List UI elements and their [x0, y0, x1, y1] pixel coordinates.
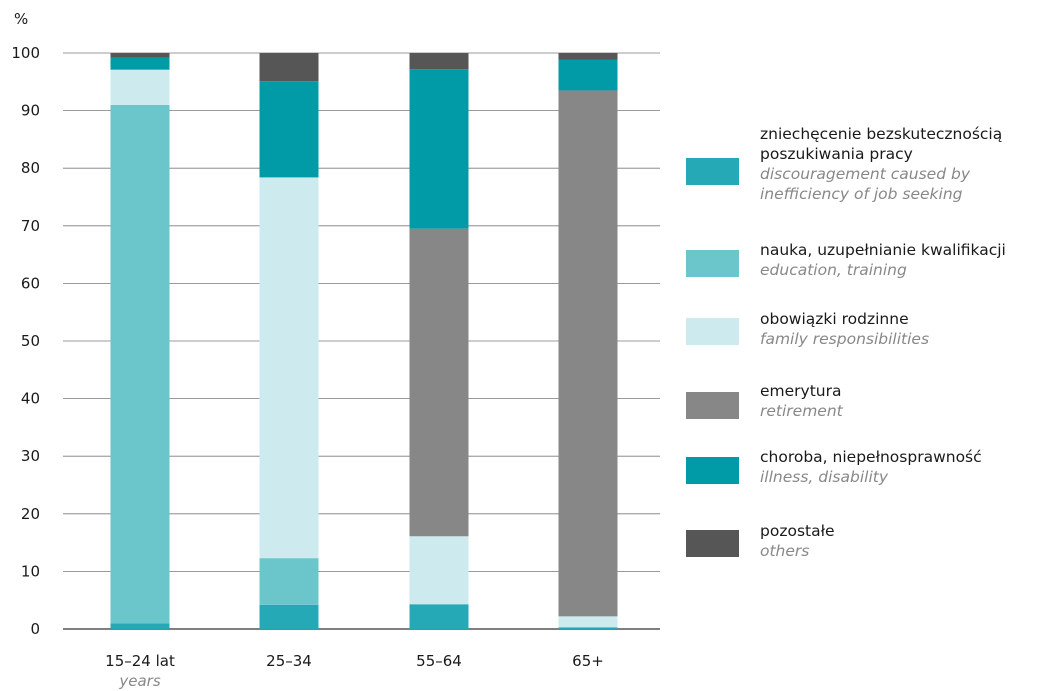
legend-swatch — [686, 530, 739, 557]
bar-segment-0-2 — [110, 69, 170, 105]
bar-segment-2-3 — [409, 228, 469, 537]
bar-segment-2-0 — [409, 604, 469, 629]
x-tick-label: 55–64 — [416, 652, 462, 670]
legend-label: choroba, niepełnosprawność illness, disab… — [760, 447, 982, 487]
y-axis-unit-label: % — [14, 10, 28, 28]
x-tick-sublabel: years — [118, 672, 160, 690]
bar-segment-0-4 — [110, 57, 170, 70]
bar-segment-3-0 — [558, 627, 618, 629]
y-tick-label: 100 — [11, 44, 40, 62]
bar-segment-1-2 — [259, 177, 319, 559]
legend-label-en: illness, disability — [760, 468, 889, 486]
legend-label-pl: emerytura — [760, 382, 842, 400]
bar-segment-3-3 — [558, 90, 618, 617]
legend-swatch — [686, 250, 739, 277]
y-tick-label: 70 — [21, 217, 40, 235]
y-tick-label: 90 — [21, 102, 40, 120]
legend-swatch — [686, 457, 739, 484]
y-tick-label: 60 — [21, 274, 40, 292]
legend-label: zniechęcenie bezskutecznością poszukiwani… — [760, 124, 1002, 204]
y-tick-label: 10 — [21, 562, 40, 580]
legend-label-pl: poszukiwania pracy — [760, 145, 913, 163]
legend-label: obowiązki rodzinne family responsibilitie… — [760, 309, 929, 349]
legend-label: emerytura retirement — [760, 381, 843, 421]
legend-swatch — [686, 158, 739, 185]
bar-segment-2-5 — [409, 53, 469, 70]
bar-segment-0-0 — [110, 623, 170, 629]
legend-label-pl: choroba, niepełnosprawność — [760, 448, 982, 466]
legend-label-en: discouragement caused by — [760, 165, 970, 183]
y-tick-label: 0 — [30, 620, 40, 638]
y-tick-label: 40 — [21, 390, 40, 408]
legend-swatch — [686, 392, 739, 419]
y-tick-label: 50 — [21, 332, 40, 350]
legend-label-en: inefficiency of job seeking — [760, 185, 963, 203]
legend-label-en: education, training — [760, 261, 907, 279]
bar-segment-3-4 — [558, 59, 618, 91]
y-tick-label: 80 — [21, 159, 40, 177]
bar-segment-3-2 — [558, 616, 618, 628]
legend-swatch — [686, 318, 739, 345]
x-tick-label: 65+ — [572, 652, 604, 670]
legend-label-pl: nauka, uzupełnianie kwalifikacji — [760, 241, 1006, 259]
bar-segment-1-5 — [259, 53, 319, 82]
bar-segment-3-5 — [558, 53, 618, 60]
bar-segment-2-2 — [409, 536, 469, 605]
chart-legend: zniechęcenie bezskutecznością poszukiwani… — [686, 0, 1041, 691]
y-tick-label: 20 — [21, 505, 40, 523]
bar-segment-1-1 — [259, 558, 319, 605]
bar-segment-2-4 — [409, 69, 469, 229]
legend-label-en: family responsibilities — [760, 330, 930, 348]
legend-label-pl: pozostałe — [760, 522, 835, 540]
bar-segment-1-0 — [259, 604, 319, 629]
legend-label-en: retirement — [760, 402, 843, 420]
bar-segment-0-5 — [110, 53, 170, 58]
legend-label: nauka, uzupełnianie kwalifikacji educatio… — [760, 240, 1006, 280]
legend-label-pl: zniechęcenie bezskutecznością — [760, 125, 1003, 143]
x-tick-label: 15–24 lat — [105, 652, 175, 670]
legend-label-pl: obowiązki rodzinne — [760, 310, 909, 328]
legend-label-en: others — [760, 542, 810, 560]
bar-segment-1-4 — [259, 81, 319, 178]
y-tick-label: 30 — [21, 447, 40, 465]
bar-segment-0-1 — [110, 104, 170, 624]
stacked-bar-chart: % 0 10 20 30 40 50 60 70 80 90 100 15–24 lat years 25–… — [11, 10, 660, 690]
x-tick-label: 25–34 — [266, 652, 312, 670]
legend-label: pozostałe others — [760, 521, 835, 561]
